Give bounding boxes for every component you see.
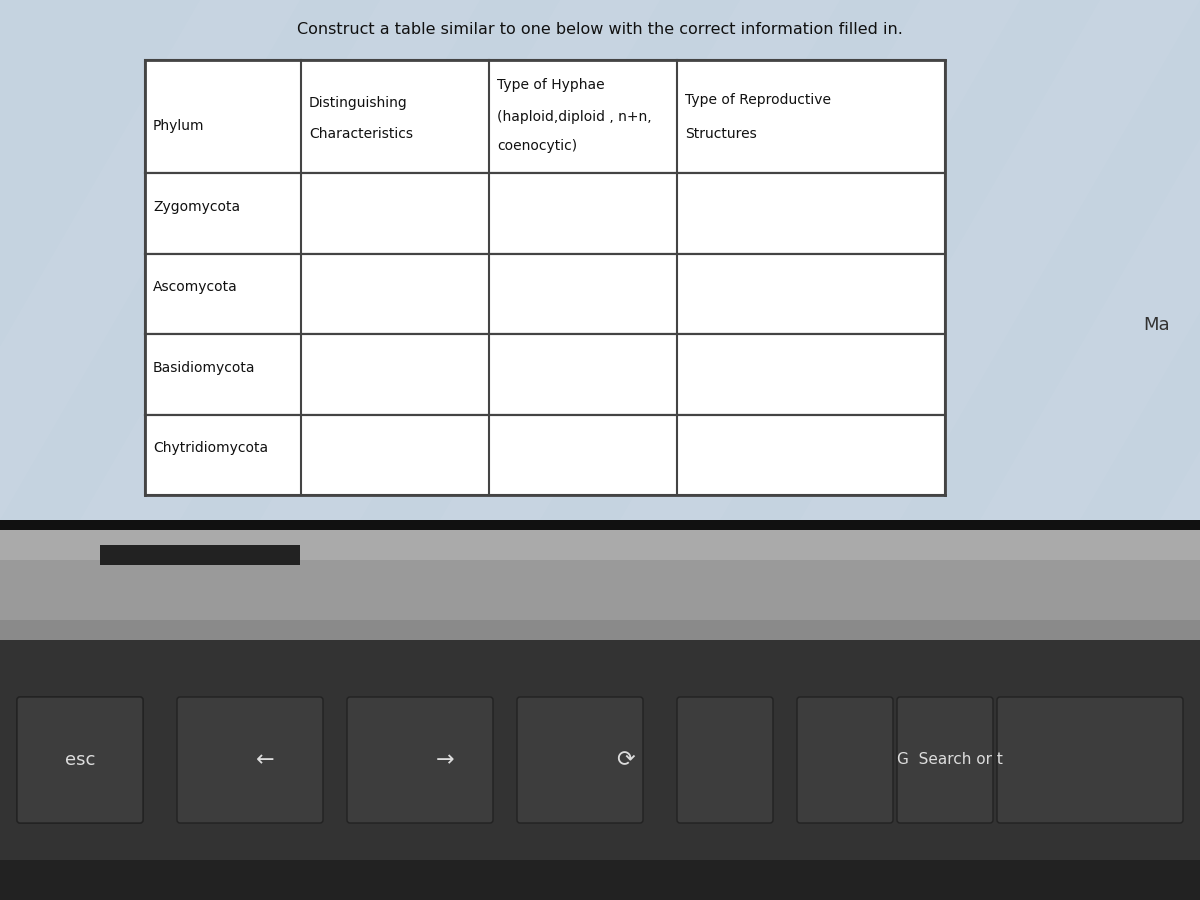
Bar bbox=[0, 620, 1200, 900]
Bar bbox=[0, 530, 1200, 560]
Text: Basidiomycota: Basidiomycota bbox=[154, 361, 256, 374]
Text: Zygomycota: Zygomycota bbox=[154, 200, 240, 214]
Bar bbox=[0, 860, 1200, 900]
Text: Structures: Structures bbox=[685, 127, 757, 140]
Text: Phylum: Phylum bbox=[154, 119, 204, 132]
Bar bbox=[100, 545, 300, 565]
Bar bbox=[145, 334, 946, 415]
FancyBboxPatch shape bbox=[517, 697, 643, 823]
Bar bbox=[145, 173, 946, 254]
FancyBboxPatch shape bbox=[17, 697, 143, 823]
FancyBboxPatch shape bbox=[677, 697, 773, 823]
Text: Ascomycota: Ascomycota bbox=[154, 281, 238, 294]
Text: Construct a table similar to one below with the correct information filled in.: Construct a table similar to one below w… bbox=[298, 22, 902, 38]
Text: ⟳: ⟳ bbox=[616, 750, 635, 770]
Text: Type of Reproductive: Type of Reproductive bbox=[685, 93, 830, 106]
Text: Distinguishing: Distinguishing bbox=[310, 96, 408, 110]
Text: Type of Hyphae: Type of Hyphae bbox=[497, 78, 605, 92]
FancyBboxPatch shape bbox=[898, 697, 994, 823]
Bar bbox=[145, 60, 946, 173]
FancyBboxPatch shape bbox=[178, 697, 323, 823]
Text: (haploid,diploid , n+n,: (haploid,diploid , n+n, bbox=[497, 110, 652, 123]
FancyBboxPatch shape bbox=[797, 697, 893, 823]
Text: ←: ← bbox=[256, 750, 275, 770]
Text: Chytridiomycota: Chytridiomycota bbox=[154, 441, 268, 455]
Text: G  Search or t: G Search or t bbox=[898, 752, 1003, 768]
FancyBboxPatch shape bbox=[997, 697, 1183, 823]
Bar bbox=[0, 0, 1200, 520]
Bar bbox=[0, 640, 1200, 860]
Text: Characteristics: Characteristics bbox=[310, 127, 413, 140]
Text: →: → bbox=[436, 750, 455, 770]
Text: Ma: Ma bbox=[1144, 316, 1170, 334]
FancyBboxPatch shape bbox=[17, 697, 143, 823]
Bar bbox=[0, 520, 1200, 560]
Text: esc: esc bbox=[65, 751, 95, 769]
Bar bbox=[145, 254, 946, 334]
Text: coenocytic): coenocytic) bbox=[497, 139, 577, 153]
Bar bbox=[145, 415, 946, 495]
FancyBboxPatch shape bbox=[347, 697, 493, 823]
Bar bbox=[0, 560, 1200, 900]
